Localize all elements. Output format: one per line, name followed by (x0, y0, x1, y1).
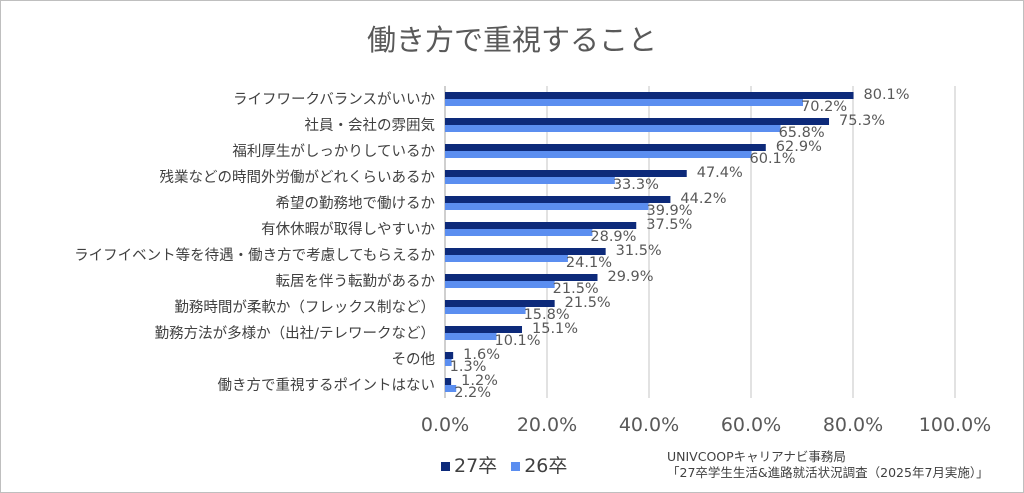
data-label: 1.6% (463, 347, 500, 363)
bar-26卒 (445, 203, 649, 210)
category-label: 残業などの時間外労働がどれくらいあるか (160, 169, 436, 186)
legend-item-27: 27卒 (441, 451, 497, 478)
bar-26卒 (445, 255, 568, 262)
bar-26卒 (445, 177, 615, 184)
category-label: その他 (392, 351, 436, 368)
bar-27卒 (445, 378, 452, 385)
bar-27卒 (445, 300, 555, 307)
data-label: 39.9% (646, 203, 692, 219)
legend-swatch-26 (511, 462, 521, 471)
legend-swatch-27 (441, 462, 450, 471)
bar-26卒 (445, 151, 752, 158)
data-label: 15.8% (524, 307, 570, 323)
legend-label-27: 27卒 (454, 455, 498, 477)
category-label: 働き方で重視するポイントはない (218, 377, 436, 394)
category-label: ライフワークバランスがいいか (233, 91, 435, 108)
data-label: 15.1% (532, 321, 578, 337)
source-note: UNIVCOOPキャリアナビ事務局 「27卒学生生活&進路就活状況調査（2025… (667, 449, 989, 481)
bar-27卒 (445, 326, 523, 333)
bar-27卒 (445, 196, 671, 203)
data-label: 29.9% (607, 269, 653, 285)
data-label: 2.2% (454, 385, 491, 401)
bar-26卒 (445, 333, 497, 340)
bar-27卒 (445, 222, 637, 229)
data-label: 24.1% (566, 255, 612, 271)
data-label: 10.1% (495, 333, 541, 349)
bar-27卒 (445, 274, 598, 281)
data-label: 47.4% (697, 165, 743, 181)
category-label: ライフイベント等を待遇・働き方で考慮してもらえるか (74, 246, 435, 264)
x-tick-label: 80.0% (823, 414, 883, 436)
chart-title: 働き方で重視すること (366, 23, 657, 57)
bar-26卒 (445, 307, 526, 314)
x-tick-label: 40.0% (619, 414, 679, 436)
data-label: 70.2% (801, 99, 847, 115)
bar-27卒 (445, 248, 606, 255)
category-label: 福利厚生がしっかりしているか (232, 143, 435, 160)
bar-27卒 (445, 170, 687, 177)
data-label: 31.5% (616, 243, 662, 259)
data-label: 80.1% (864, 87, 910, 103)
legend-item-26: 26卒 (511, 451, 567, 478)
data-label: 65.8% (779, 125, 825, 141)
bar-26卒 (445, 385, 457, 392)
bar-26卒 (445, 281, 555, 288)
x-tick-label: 0.0% (421, 414, 469, 436)
source-line-1: UNIVCOOPキャリアナビ事務局 (667, 449, 846, 464)
data-label: 28.9% (590, 229, 636, 245)
data-label: 75.3% (839, 113, 885, 129)
bar-27卒 (445, 144, 766, 151)
data-label: 33.3% (613, 177, 659, 193)
data-label: 60.1% (750, 151, 796, 167)
data-label: 1.2% (461, 373, 498, 389)
bar-27卒 (445, 352, 454, 359)
source-line-2: 「27卒学生生活&進路就活状況調査（2025年7月実施）」 (667, 465, 989, 480)
data-label: 37.5% (646, 217, 692, 233)
category-label: 転居を伴う転勤があるか (276, 273, 436, 290)
category-label: 勤務方法が多様か（出社/テレワークなど） (155, 325, 435, 342)
x-tick-label: 100.0% (919, 414, 991, 436)
bar-26卒 (445, 99, 804, 106)
category-label: 社員・会社の雰囲気 (305, 117, 436, 134)
category-label: 有休休暇が取得しやすいか (261, 221, 435, 238)
legend: 27卒 26卒 (441, 451, 567, 478)
bar-26卒 (445, 125, 781, 132)
data-label: 21.5% (553, 281, 599, 297)
data-label: 44.2% (680, 191, 726, 207)
category-label: 勤務時間が柔軟か（フレックス制など） (174, 299, 435, 316)
data-label: 62.9% (776, 139, 822, 155)
bar-27卒 (445, 92, 854, 99)
x-tick-label: 60.0% (721, 414, 781, 436)
bar-26卒 (445, 359, 452, 366)
data-label: 1.3% (450, 359, 487, 375)
data-label: 21.5% (565, 295, 611, 311)
category-label: 希望の勤務地で働けるか (276, 195, 436, 212)
x-tick-label: 20.0% (517, 414, 577, 436)
legend-label-26: 26卒 (524, 455, 568, 477)
bar-26卒 (445, 229, 593, 236)
bar-27卒 (445, 118, 830, 125)
